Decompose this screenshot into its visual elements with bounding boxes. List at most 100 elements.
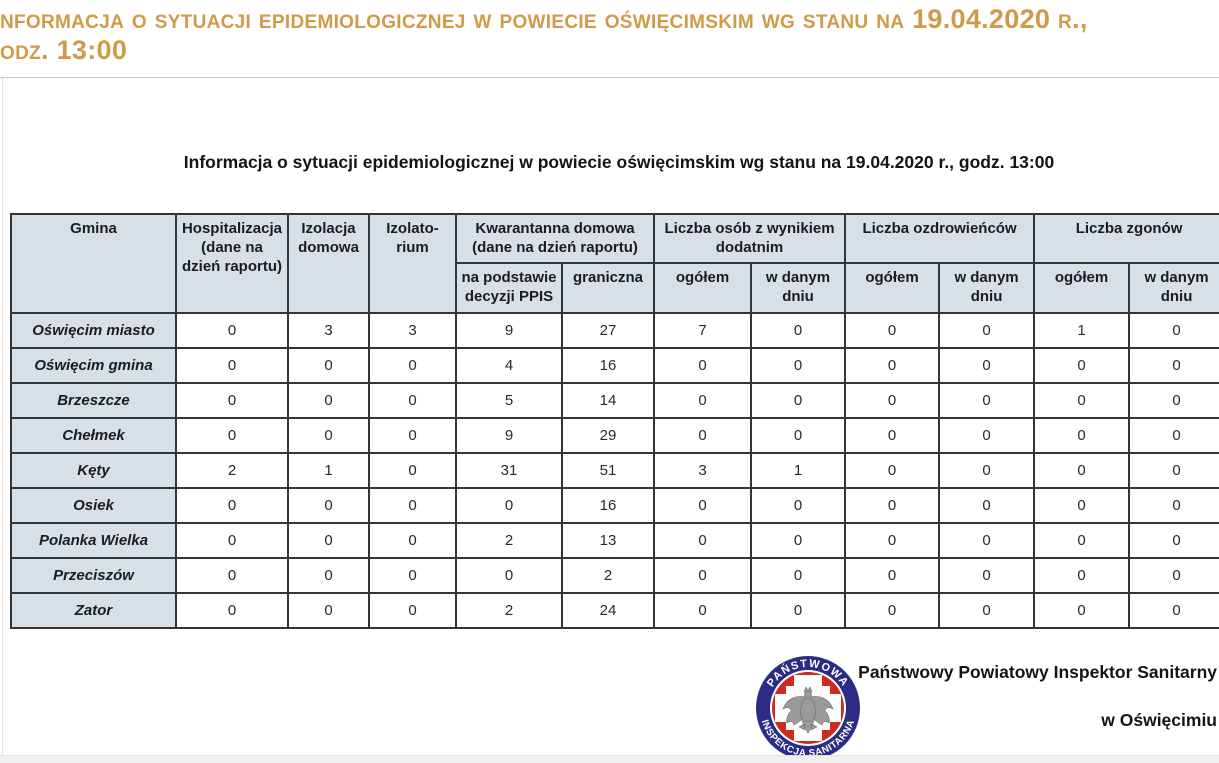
value-cell: 51 xyxy=(560,452,656,489)
table-row: Oświęcim gmina 0 0 0 4 16 0 0 0 0 0 0 xyxy=(10,347,1219,384)
value-cell: 0 xyxy=(287,347,370,384)
value-cell: 0 xyxy=(844,382,941,419)
header-row-subcolumns: na podstawie decyzji PPIS graniczna ogół… xyxy=(11,262,1219,314)
value-cell: 0 xyxy=(175,347,289,384)
value-cell: 0 xyxy=(844,557,941,594)
value-cell: 0 xyxy=(750,557,847,594)
value-cell: 0 xyxy=(1033,452,1131,489)
value-cell: 0 xyxy=(938,522,1036,559)
gmina-cell: Oświęcim gmina xyxy=(10,347,177,384)
table-row: Polanka Wielka 0 0 0 2 13 0 0 0 0 0 0 xyxy=(10,522,1219,559)
value-cell: 27 xyxy=(560,312,656,349)
value-cell: 0 xyxy=(750,487,847,524)
value-cell: 0 xyxy=(1128,487,1219,524)
value-cell: 0 xyxy=(653,592,753,629)
value-cell: 0 xyxy=(844,417,941,454)
col-header-kwarantanna: Kwarantanna domowa (dane na dzień raport… xyxy=(454,213,656,264)
signature-block: Państwowy Powiatowy Inspektor Sanitarny … xyxy=(797,662,1217,731)
value-cell: 9 xyxy=(455,312,563,349)
col-header-hospitalizacja: Hospitalizacja (dane na dzień raportu) xyxy=(175,213,289,314)
value-cell: 0 xyxy=(175,522,289,559)
value-cell: 0 xyxy=(938,557,1036,594)
value-cell: 0 xyxy=(938,592,1036,629)
value-cell: 0 xyxy=(287,417,370,454)
banner-line-2: odz. 13:00 xyxy=(0,35,128,65)
value-cell: 0 xyxy=(750,347,847,384)
value-cell: 0 xyxy=(1033,522,1131,559)
subcol-ppis: na podstawie decyzji PPIS xyxy=(455,262,563,314)
value-cell: 0 xyxy=(844,487,941,524)
value-cell: 3 xyxy=(368,312,457,349)
value-cell: 0 xyxy=(175,557,289,594)
value-cell: 0 xyxy=(175,382,289,419)
bottom-scroll-band xyxy=(0,755,1219,763)
subcol-graniczna: graniczna xyxy=(560,262,656,314)
col-header-zgony: Liczba zgonów xyxy=(1033,213,1219,264)
subcol-dodatni-w-danym-dniu: w danym dniu xyxy=(750,262,847,314)
value-cell: 0 xyxy=(844,592,941,629)
value-cell: 0 xyxy=(750,592,847,629)
value-cell: 5 xyxy=(455,382,563,419)
value-cell: 0 xyxy=(368,347,457,384)
header-row-groups: Gmina Hospitalizacja (dane na dzień rapo… xyxy=(10,213,1219,314)
table-row: Przeciszów 0 0 0 0 2 0 0 0 0 0 0 xyxy=(10,557,1219,594)
value-cell: 0 xyxy=(455,557,563,594)
value-cell: 0 xyxy=(287,382,370,419)
value-cell: 0 xyxy=(1033,417,1131,454)
value-cell: 0 xyxy=(938,417,1036,454)
value-cell: 0 xyxy=(653,522,753,559)
value-cell: 0 xyxy=(938,452,1036,489)
value-cell: 0 xyxy=(368,522,457,559)
gmina-cell: Oświęcim miasto xyxy=(10,312,177,349)
value-cell: 0 xyxy=(844,312,941,349)
value-cell: 0 xyxy=(653,382,753,419)
value-cell: 0 xyxy=(938,382,1036,419)
subcol-ozdrowiency-w-danym-dniu: w danym dniu xyxy=(938,262,1036,314)
value-cell: 0 xyxy=(844,347,941,384)
value-cell: 0 xyxy=(653,557,753,594)
value-cell: 0 xyxy=(368,452,457,489)
epidemiology-table: Gmina Hospitalizacja (dane na dzień rapo… xyxy=(10,213,1219,629)
value-cell: 1 xyxy=(750,452,847,489)
value-cell: 0 xyxy=(368,592,457,629)
value-cell: 0 xyxy=(368,487,457,524)
value-cell: 0 xyxy=(455,487,563,524)
col-header-izolacja-domowa: Izolacja domowa xyxy=(287,213,370,314)
col-header-izolatorium: Izolato-rium xyxy=(368,213,457,314)
value-cell: 3 xyxy=(653,452,753,489)
value-cell: 0 xyxy=(1128,557,1219,594)
value-cell: 0 xyxy=(1033,592,1131,629)
table-row: Osiek 0 0 0 0 16 0 0 0 0 0 0 xyxy=(10,487,1219,524)
value-cell: 0 xyxy=(938,487,1036,524)
value-cell: 0 xyxy=(175,592,289,629)
subcol-zgony-w-danym-dniu: w danym dniu xyxy=(1128,262,1219,314)
value-cell: 0 xyxy=(750,382,847,419)
value-cell: 0 xyxy=(1128,452,1219,489)
subcol-ozdrowiency-ogolem: ogółem xyxy=(844,262,941,314)
value-cell: 0 xyxy=(844,452,941,489)
value-cell: 7 xyxy=(653,312,753,349)
table-body: Oświęcim miasto 0 3 3 9 27 7 0 0 0 1 0 Oświęcim gmin… xyxy=(10,312,1219,629)
value-cell: 13 xyxy=(560,522,656,559)
value-cell: 0 xyxy=(750,417,847,454)
col-header-wynik-dodatni: Liczba osób z wynikiem dodatnim xyxy=(653,213,847,264)
value-cell: 0 xyxy=(368,417,457,454)
sanepid-logo: PAŃSTWOWA INSPEKCJA SANITARNA xyxy=(756,656,860,760)
value-cell: 2 xyxy=(175,452,289,489)
value-cell: 16 xyxy=(560,487,656,524)
page-banner: nformacja o sytuacji epidemiologicznej w… xyxy=(0,4,1219,66)
value-cell: 0 xyxy=(1033,382,1131,419)
eagle-icon xyxy=(782,686,834,734)
value-cell: 0 xyxy=(1128,312,1219,349)
gmina-cell: Osiek xyxy=(10,487,177,524)
signature-line-2: w Oświęcimiu xyxy=(1101,710,1217,730)
value-cell: 2 xyxy=(455,522,563,559)
subcol-zgony-ogolem: ogółem xyxy=(1033,262,1131,314)
value-cell: 0 xyxy=(653,417,753,454)
page-left-edge xyxy=(2,78,3,755)
value-cell: 0 xyxy=(175,487,289,524)
value-cell: 4 xyxy=(455,347,563,384)
gmina-cell: Zator xyxy=(10,592,177,629)
value-cell: 2 xyxy=(560,557,656,594)
value-cell: 9 xyxy=(455,417,563,454)
